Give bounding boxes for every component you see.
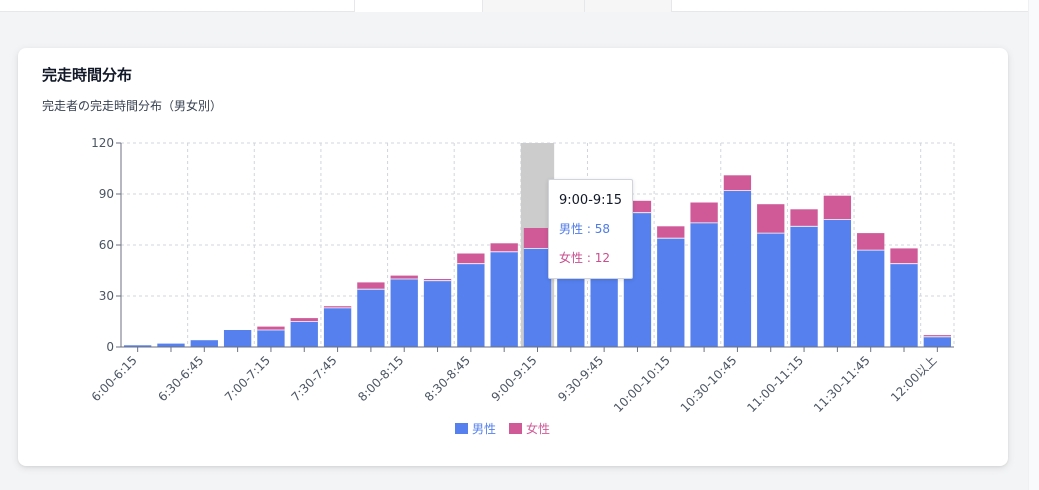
chart-tooltip: 9:00-9:15 男性 : 58 女性 : 12 [548,179,633,279]
bar-male [923,336,952,347]
x-tick-label: 10:30-10:45 [678,353,740,415]
x-tick-label: 10:00-10:15 [611,353,673,415]
y-tick-label: 0 [106,340,114,354]
bar-male [857,250,885,347]
bar-female [723,175,752,191]
bar-male [890,263,918,347]
bar-female [490,243,518,252]
x-tick-label: 7:00-7:15 [222,353,273,404]
legend-swatch-male [455,423,468,434]
y-tick-label: 60 [99,238,114,252]
bar-male [257,330,285,347]
x-tick-label: 8:30-8:45 [422,353,473,404]
tab-inactive-1[interactable] [482,0,584,12]
bar-male [423,280,452,347]
bar-male [357,289,385,347]
bar-male [490,251,518,347]
tooltip-male-value: 58 [594,222,610,236]
bar-male [657,238,685,347]
bar-male [123,345,152,347]
y-tick-label: 90 [99,187,114,201]
legend-swatch-female [509,423,522,434]
tab-active[interactable] [354,0,482,12]
bar-male [690,222,718,347]
bar-male [390,279,418,347]
bar-female [390,275,418,279]
bar-male [190,340,218,347]
bar-female [923,335,952,337]
card-subtitle: 完走者の完走時間分布（男女別） [42,99,223,113]
card-title: 完走時間分布 [42,66,133,84]
bar-female [657,226,685,239]
x-tick-label: 9:00-9:15 [489,353,540,404]
bar-male [157,343,185,347]
bar-female [757,204,785,234]
legend-label-male: 男性 [472,422,496,436]
bar-female [357,282,385,290]
tooltip-male-row: 男性 : 58 [559,220,610,237]
bar-male [757,233,785,347]
x-tick-label: 12:00以上 [888,353,939,404]
bar-male [723,190,752,347]
tab-inactive-2[interactable] [584,0,672,12]
bar-male [457,263,485,347]
bar-male [790,226,818,347]
tooltip-female-value: 12 [594,251,610,265]
top-tab-strip [0,0,1039,12]
legend-label-female: 女性 [526,421,550,436]
bar-female [790,209,818,227]
bar-female [623,200,652,213]
x-tick-label: 8:00-8:15 [355,353,406,404]
bar-female [890,248,918,264]
bar-male [823,219,852,347]
tooltip-female-label: 女性 [559,251,584,265]
x-tick-label: 9:30-9:45 [555,353,606,404]
bar-female [857,233,885,251]
tooltip-title: 9:00-9:15 [559,193,623,208]
bar-male [223,330,252,347]
tooltip-male-label: 男性 [559,222,584,236]
x-tick-label: 6:00-6:15 [89,353,140,404]
tooltip-female-row: 女性 : 12 [559,249,610,266]
bar-female [423,279,452,281]
x-tick-label: 7:30-7:45 [289,353,340,404]
x-tick-label: 6:30-6:45 [155,353,206,404]
y-tick-label: 30 [99,289,114,303]
side-scroll-rail [1028,0,1039,490]
bar-male [323,307,352,347]
tooltip-colon: : [583,251,595,265]
bar-female [290,318,318,322]
bar-female [457,253,485,264]
x-tick-label: 11:00-11:15 [744,353,806,415]
bar-female [523,228,552,249]
bar-female [690,202,718,223]
x-tick-label: 11:30-11:45 [811,353,873,415]
bar-female [257,326,285,330]
bar-male [290,321,318,347]
bar-male [523,248,552,347]
y-tick-label: 120 [91,136,114,150]
bar-female [823,195,852,220]
bar-female [323,306,352,308]
tooltip-colon: : [583,222,595,236]
